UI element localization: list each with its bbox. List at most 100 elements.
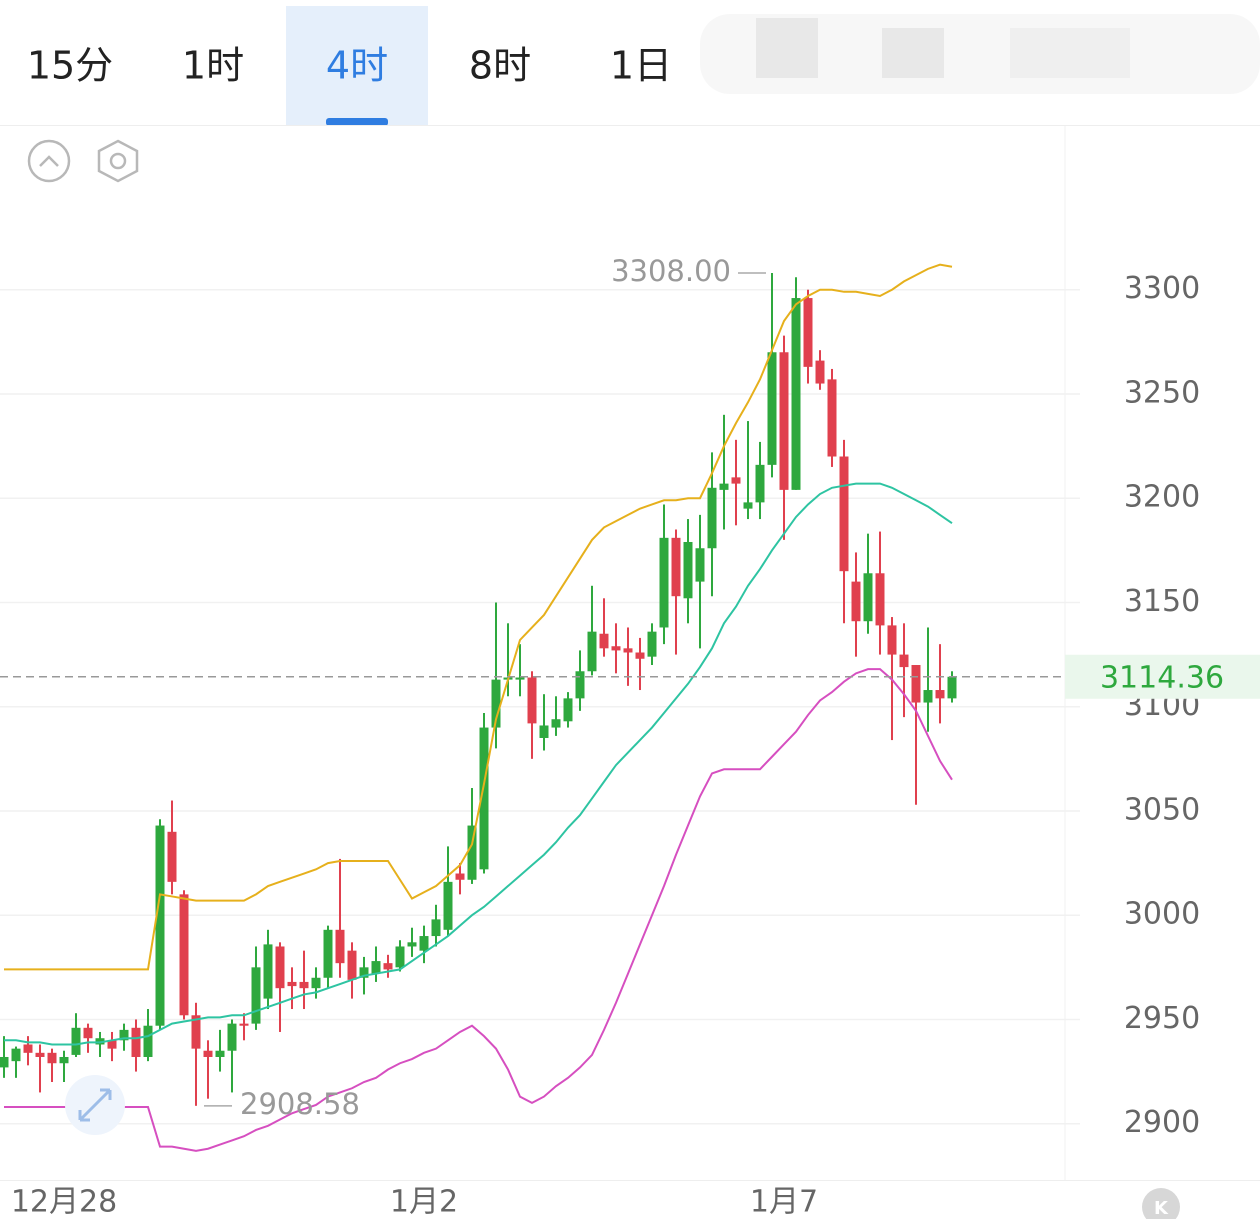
candle-body (35, 1052, 45, 1057)
icon-arrows (78, 1088, 112, 1122)
candle-body (47, 1052, 57, 1064)
candle-body (239, 1023, 249, 1026)
candle-body (395, 946, 405, 968)
candle-body (791, 298, 801, 490)
icon-k: K (1154, 1198, 1169, 1219)
x-tick-label: 1月7 (750, 1185, 818, 1219)
plot: 15分 1时 4时 8时 1日29002950300030503100315032003… (0, 44, 1260, 1219)
candle-body (731, 477, 741, 484)
tab-label[interactable]: 1时 (182, 44, 244, 88)
candle-body (863, 573, 873, 622)
candle-body (215, 1050, 225, 1057)
candle-body (935, 690, 945, 699)
candle-body (227, 1023, 237, 1051)
candle-body (575, 671, 585, 699)
candle-body (0, 1056, 9, 1068)
candle-body (827, 379, 837, 457)
icon-bg (1142, 1188, 1180, 1219)
candle-body (59, 1056, 69, 1064)
last-price-badge (1065, 654, 1260, 699)
candle-body (719, 483, 729, 490)
icon-hex (97, 139, 139, 183)
candle-body (119, 1029, 129, 1041)
band-line (4, 263, 953, 971)
candle-body (443, 881, 453, 930)
candle-body (851, 581, 861, 622)
candle-body (707, 487, 717, 549)
candle-body (359, 967, 369, 978)
candle-body (455, 873, 465, 880)
candle-body (11, 1048, 21, 1062)
icon-dot (109, 152, 127, 170)
candle-body (611, 646, 621, 651)
active-tab-indicator (326, 118, 388, 126)
candle-body (155, 825, 165, 1026)
candle-body (299, 981, 309, 989)
tab-label[interactable]: 8时 (469, 44, 531, 88)
candle-body (95, 1038, 105, 1045)
icon-chevron (39, 155, 59, 167)
candle-body (275, 946, 285, 989)
min-label: 2908.58 (240, 1087, 360, 1121)
candle-body (671, 537, 681, 597)
candle-body (383, 963, 393, 970)
candle-body (23, 1044, 33, 1053)
candle-body (431, 919, 441, 937)
candle-body (923, 690, 933, 703)
candle-body (647, 631, 657, 657)
candle-body (563, 698, 573, 722)
candle-body (191, 1015, 201, 1049)
candle-body (659, 537, 669, 628)
candle-body (251, 967, 261, 1024)
y-tick-label: 3300 (1124, 271, 1200, 306)
tab-label[interactable]: 4时 (326, 44, 388, 88)
candle-body (143, 1025, 153, 1057)
candle-body (599, 633, 609, 649)
active-tab-bg (286, 6, 428, 125)
last-price-label: 3114.36 (1100, 660, 1224, 695)
candle-body (695, 548, 705, 582)
candle-body (587, 631, 597, 672)
collapse-icon[interactable] (27, 139, 71, 183)
candle-body (203, 1050, 213, 1057)
k-icon[interactable]: K (1142, 1188, 1180, 1219)
band-line (4, 668, 953, 1152)
candle-body (335, 929, 345, 964)
blurred-area (700, 14, 1260, 94)
candle-body (635, 652, 645, 659)
tab-label[interactable]: 1日 (610, 44, 672, 88)
candle-body (875, 573, 885, 626)
candle-body (623, 648, 633, 653)
expand-icon[interactable] (65, 1075, 125, 1135)
candle-body (491, 679, 501, 728)
candle-body (107, 1040, 117, 1049)
candle-body (323, 929, 333, 978)
blur (1010, 28, 1130, 78)
candle-body (899, 654, 909, 668)
candle-body (755, 464, 765, 503)
candle-body (539, 725, 549, 738)
y-tick-label: 3000 (1124, 897, 1200, 932)
blur (882, 28, 944, 78)
candle-body (131, 1027, 141, 1057)
candle-body (683, 541, 693, 599)
candle-body (839, 456, 849, 572)
y-tick-label: 3050 (1124, 792, 1200, 827)
tab-label[interactable]: 15分 (27, 44, 113, 88)
candle-body (767, 352, 777, 465)
candle-body (179, 894, 189, 1016)
candle-body (947, 676, 957, 699)
candle-body (479, 727, 489, 870)
candle-body (347, 950, 357, 980)
candle-body (911, 665, 921, 703)
candle-body (779, 352, 789, 490)
candle-body (887, 625, 897, 655)
y-tick-label: 2950 (1124, 1001, 1200, 1036)
y-tick-label: 3200 (1124, 480, 1200, 515)
candle-body (515, 677, 525, 680)
candle-body (167, 831, 177, 882)
settings-icon[interactable] (97, 139, 139, 183)
y-tick-label: 3250 (1124, 375, 1200, 410)
